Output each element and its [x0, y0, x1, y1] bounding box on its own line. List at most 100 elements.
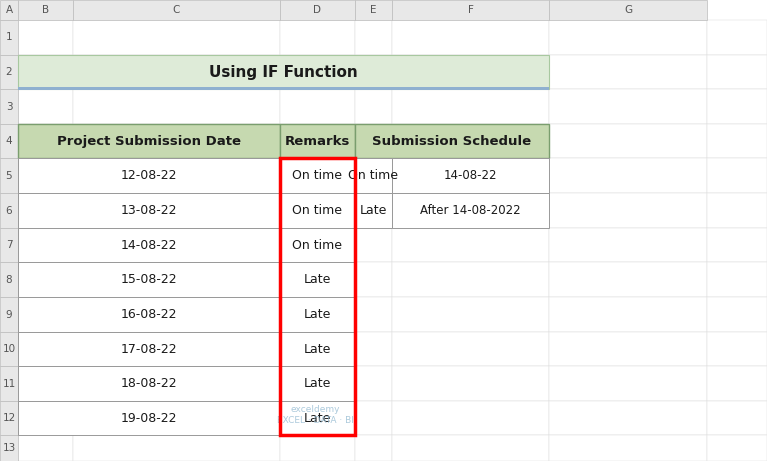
Text: 8: 8 — [5, 274, 12, 284]
Bar — [18, 158, 280, 193]
Bar — [18, 297, 73, 332]
Bar — [707, 366, 767, 401]
Bar — [549, 297, 707, 332]
Text: B: B — [42, 5, 49, 15]
Bar — [355, 332, 392, 366]
Bar — [280, 0, 355, 20]
Bar — [707, 193, 767, 228]
Bar — [549, 262, 707, 297]
Bar — [549, 0, 707, 20]
Bar — [280, 193, 355, 228]
Bar — [549, 55, 707, 89]
Text: 10: 10 — [2, 344, 15, 354]
Bar — [18, 332, 280, 366]
Bar — [707, 20, 767, 55]
Bar — [0, 193, 18, 228]
Bar — [280, 228, 355, 262]
Bar — [280, 297, 355, 332]
Bar — [73, 366, 280, 401]
Text: C: C — [173, 5, 180, 15]
Text: Remarks: Remarks — [285, 135, 351, 148]
Bar — [18, 366, 280, 401]
Bar — [18, 435, 73, 461]
Text: 16-08-22: 16-08-22 — [120, 308, 177, 321]
Bar — [355, 435, 392, 461]
Bar — [18, 193, 73, 228]
Bar — [18, 228, 280, 262]
Text: exceldemy
EXCEL · DATA · BI: exceldemy EXCEL · DATA · BI — [277, 405, 354, 426]
Bar — [549, 89, 707, 124]
Bar — [707, 401, 767, 435]
Bar — [707, 228, 767, 262]
Bar — [280, 55, 355, 89]
Text: On time: On time — [292, 169, 343, 182]
Bar — [549, 401, 707, 435]
Bar — [18, 401, 73, 435]
Text: 14-08-22: 14-08-22 — [444, 169, 497, 182]
Text: E: E — [370, 5, 377, 15]
Bar — [280, 366, 355, 401]
Bar — [392, 158, 549, 193]
Text: 13-08-22: 13-08-22 — [120, 204, 177, 217]
Bar — [549, 20, 707, 55]
Bar — [707, 297, 767, 332]
Text: Submission Schedule: Submission Schedule — [373, 135, 532, 148]
Text: 12: 12 — [2, 413, 15, 423]
Bar — [73, 55, 280, 89]
Bar — [18, 262, 280, 297]
Text: 7: 7 — [5, 240, 12, 250]
Bar — [392, 89, 549, 124]
Bar — [73, 297, 280, 332]
Bar — [392, 401, 549, 435]
Bar — [280, 297, 355, 332]
Bar — [392, 193, 549, 228]
Bar — [18, 158, 73, 193]
Bar — [0, 262, 18, 297]
Text: F: F — [468, 5, 473, 15]
Bar — [18, 228, 73, 262]
Bar — [355, 193, 392, 228]
Text: 4: 4 — [5, 136, 12, 146]
Bar — [18, 124, 280, 158]
Text: 9: 9 — [5, 309, 12, 319]
Bar — [707, 124, 767, 158]
Bar — [355, 158, 392, 193]
Text: After 14-08-2022: After 14-08-2022 — [420, 204, 521, 217]
Bar — [18, 193, 280, 228]
Bar — [707, 332, 767, 366]
Bar — [0, 297, 18, 332]
Bar — [392, 228, 549, 262]
Bar — [18, 89, 73, 124]
Bar — [0, 435, 18, 461]
Bar — [0, 55, 18, 89]
Text: Late: Late — [304, 412, 331, 425]
Bar — [707, 89, 767, 124]
Bar — [392, 20, 549, 55]
Bar — [355, 401, 392, 435]
Bar — [355, 55, 392, 89]
Bar — [0, 158, 18, 193]
Bar — [280, 228, 355, 262]
Bar — [355, 89, 392, 124]
Bar — [549, 124, 707, 158]
Text: 5: 5 — [5, 171, 12, 181]
Bar — [73, 262, 280, 297]
Bar — [392, 55, 549, 89]
Text: 18-08-22: 18-08-22 — [120, 377, 177, 390]
Bar — [280, 366, 355, 401]
Text: 19-08-22: 19-08-22 — [120, 412, 177, 425]
Bar — [392, 297, 549, 332]
Bar — [355, 228, 392, 262]
Bar — [280, 435, 355, 461]
Bar — [0, 0, 18, 20]
Bar — [355, 297, 392, 332]
Text: Late: Late — [304, 308, 331, 321]
Bar — [280, 158, 355, 193]
Bar — [18, 262, 73, 297]
Bar — [549, 332, 707, 366]
Bar — [549, 366, 707, 401]
Bar — [392, 124, 549, 158]
Bar — [0, 89, 18, 124]
Bar — [73, 89, 280, 124]
Bar — [707, 55, 767, 89]
